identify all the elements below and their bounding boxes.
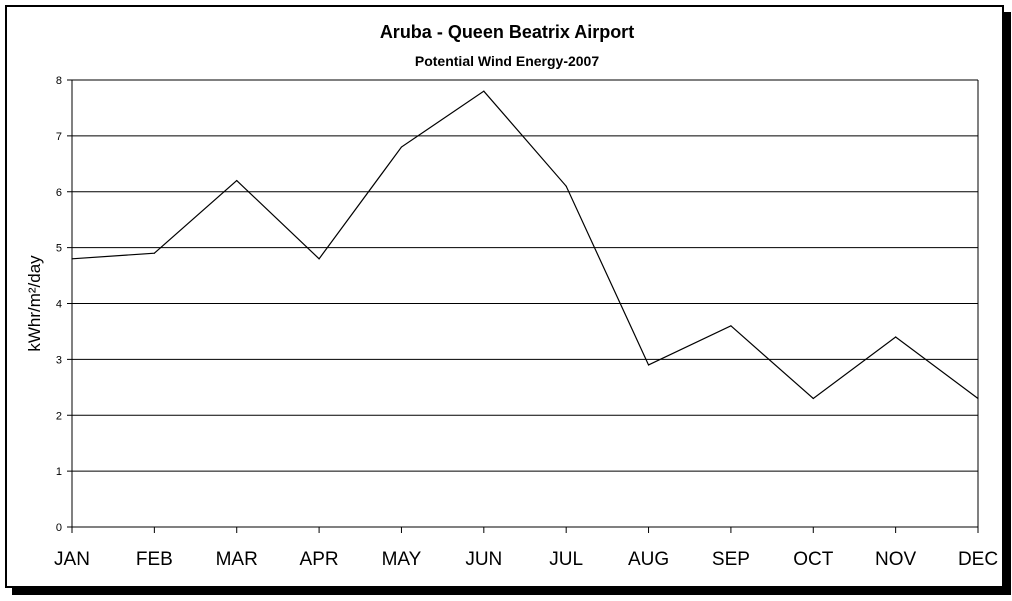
x-tick-label: JUL [549, 549, 583, 570]
y-tick-label: 6 [56, 187, 62, 199]
tick-labels: 0 1 2 3 4 5 6 7 8 JAN FEB MAR APR MAY JUN JUL AUG SEP OCT N… [54, 75, 998, 570]
data-point-nov [895, 336, 897, 338]
data-point-mar [236, 179, 238, 182]
data-point-oct [812, 397, 814, 400]
x-tick-label: JUN [465, 549, 502, 570]
y-tick-label: 5 [56, 243, 62, 255]
axes [67, 79, 979, 533]
x-tick-label: FEB [136, 549, 173, 570]
data-point-aug [647, 364, 650, 366]
y-tick-label: 1 [56, 466, 62, 478]
x-tick-label: JAN [54, 549, 90, 570]
y-tick-label: 4 [56, 299, 62, 311]
gridlines [72, 79, 978, 472]
x-tick-label: OCT [793, 549, 834, 570]
data-point-jul [565, 185, 567, 187]
x-tick-label: APR [300, 549, 339, 570]
chart-title: Aruba - Queen Beatrix Airport [380, 22, 634, 42]
data-point-apr [318, 258, 320, 260]
y-tick-label: 3 [56, 354, 62, 366]
data-point-jan [71, 258, 73, 260]
y-tick-label: 2 [56, 410, 62, 422]
chart-frame [5, 5, 1004, 588]
data-point-dec [977, 397, 979, 400]
data-point-may [400, 146, 403, 148]
x-tick-label: NOV [875, 549, 917, 570]
data-point-jun [483, 90, 485, 92]
series [71, 90, 979, 400]
data-point-feb [153, 252, 155, 254]
x-tick-label: AUG [628, 549, 669, 570]
chart-subtitle: Potential Wind Energy-2007 [415, 53, 599, 69]
y-axis-label: kWhr/m²/day [25, 255, 44, 352]
data-point-sep [730, 325, 732, 327]
series-line-0 [71, 90, 979, 400]
y-tick-label: 0 [56, 522, 62, 534]
x-tick-label: MAR [216, 549, 258, 570]
x-tick-label: MAY [382, 549, 422, 570]
y-tick-label: 7 [56, 131, 62, 143]
x-tick-label: SEP [712, 549, 750, 570]
y-tick-label: 8 [56, 75, 62, 87]
x-tick-label: DEC [958, 549, 998, 570]
